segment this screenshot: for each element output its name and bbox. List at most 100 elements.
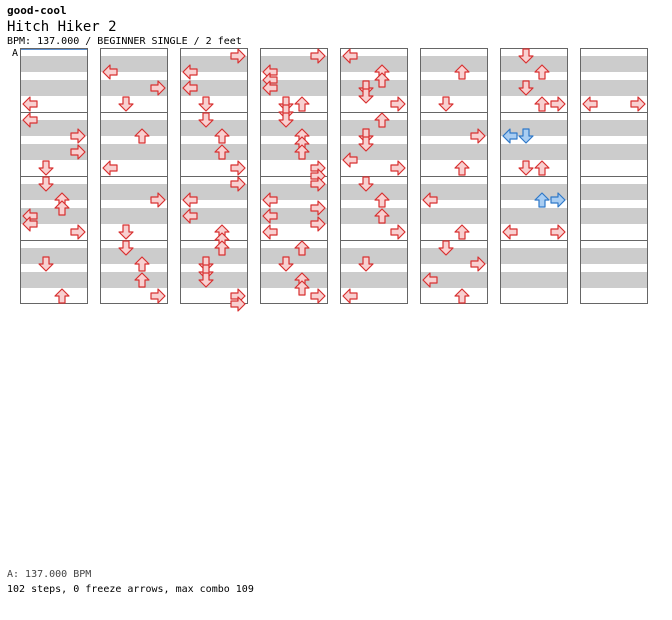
arrow-left-icon: [582, 96, 598, 112]
arrow-down-icon: [118, 224, 134, 240]
beat-band: [20, 248, 88, 264]
beat-band: [100, 144, 168, 160]
beat-band: [100, 208, 168, 224]
arrow-down-icon: [278, 256, 294, 272]
beat-band: [100, 80, 168, 96]
arrow-right-icon: [230, 48, 246, 64]
arrow-down-icon: [518, 80, 534, 96]
arrow-right-icon: [230, 176, 246, 192]
arrow-left-icon: [182, 64, 198, 80]
beat-band: [420, 144, 488, 160]
arrow-right-icon: [550, 192, 566, 208]
beat-band: [580, 144, 648, 160]
beat-band: [100, 120, 168, 136]
arrow-up-icon: [374, 208, 390, 224]
beat-band: [20, 272, 88, 288]
beat-band: [420, 120, 488, 136]
arrow-left-icon: [22, 216, 38, 232]
beat-band: [260, 208, 328, 224]
beat-band: [180, 272, 248, 288]
arrow-up-icon: [294, 144, 310, 160]
beat-band: [180, 56, 248, 72]
arrow-up-icon: [214, 240, 230, 256]
beat-band: [500, 144, 568, 160]
bpm-marker-line: [21, 49, 88, 50]
arrow-down-icon: [278, 112, 294, 128]
beat-band: [420, 56, 488, 72]
arrow-up-icon: [374, 112, 390, 128]
site-name: good-cool: [7, 4, 67, 17]
arrow-left-icon: [262, 192, 278, 208]
beat-band: [420, 184, 488, 200]
beat-band: [420, 208, 488, 224]
arrow-left-icon: [262, 208, 278, 224]
arrow-up-icon: [454, 288, 470, 304]
arrow-down-icon: [38, 256, 54, 272]
arrow-left-icon: [182, 208, 198, 224]
arrow-left-icon: [422, 272, 438, 288]
beat-band: [580, 208, 648, 224]
arrow-left-icon: [342, 288, 358, 304]
arrow-left-icon: [502, 224, 518, 240]
beat-band: [340, 208, 408, 224]
beat-band: [580, 184, 648, 200]
arrow-up-icon: [134, 128, 150, 144]
beat-band: [180, 248, 248, 264]
beat-band: [20, 80, 88, 96]
arrow-down-icon: [358, 176, 374, 192]
arrow-right-icon: [390, 96, 406, 112]
arrow-right-icon: [390, 160, 406, 176]
arrow-left-icon: [22, 112, 38, 128]
arrow-right-icon: [310, 176, 326, 192]
arrow-right-icon: [390, 224, 406, 240]
arrow-up-icon: [134, 256, 150, 272]
arrow-right-icon: [310, 200, 326, 216]
arrow-up-icon: [214, 128, 230, 144]
arrow-down-icon: [358, 136, 374, 152]
beat-band: [180, 208, 248, 224]
arrow-up-icon: [534, 160, 550, 176]
beat-band: [20, 208, 88, 224]
arrow-up-icon: [374, 72, 390, 88]
arrow-down-icon: [118, 240, 134, 256]
beat-band: [340, 80, 408, 96]
arrow-up-icon: [294, 240, 310, 256]
beat-band: [100, 248, 168, 264]
arrow-left-icon: [102, 160, 118, 176]
arrow-right-icon: [70, 224, 86, 240]
arrow-right-icon: [630, 96, 646, 112]
beat-band: [20, 56, 88, 72]
bpm-legend: A: 137.000 BPM: [7, 569, 92, 580]
arrow-right-icon: [310, 48, 326, 64]
arrow-up-icon: [214, 144, 230, 160]
arrow-down-icon: [198, 112, 214, 128]
arrow-left-icon: [22, 96, 38, 112]
arrow-up-icon: [534, 192, 550, 208]
beat-band: [500, 272, 568, 288]
beat-band: [100, 272, 168, 288]
beat-band: [420, 248, 488, 264]
beat-band: [580, 56, 648, 72]
beat-band: [100, 56, 168, 72]
beat-band: [500, 248, 568, 264]
arrow-down-icon: [38, 160, 54, 176]
beat-band: [580, 272, 648, 288]
beat-band: [20, 144, 88, 160]
arrow-right-icon: [470, 128, 486, 144]
arrow-left-icon: [182, 192, 198, 208]
arrow-left-icon: [502, 128, 518, 144]
beat-band: [260, 120, 328, 136]
beat-band: [100, 184, 168, 200]
beat-band: [420, 272, 488, 288]
arrow-right-icon: [550, 96, 566, 112]
arrow-right-icon: [150, 80, 166, 96]
beat-band: [180, 120, 248, 136]
arrow-down-icon: [118, 96, 134, 112]
arrow-up-icon: [294, 96, 310, 112]
arrow-right-icon: [150, 192, 166, 208]
arrow-right-icon: [310, 216, 326, 232]
beat-band: [180, 184, 248, 200]
beat-band: [340, 184, 408, 200]
beat-band: [500, 120, 568, 136]
